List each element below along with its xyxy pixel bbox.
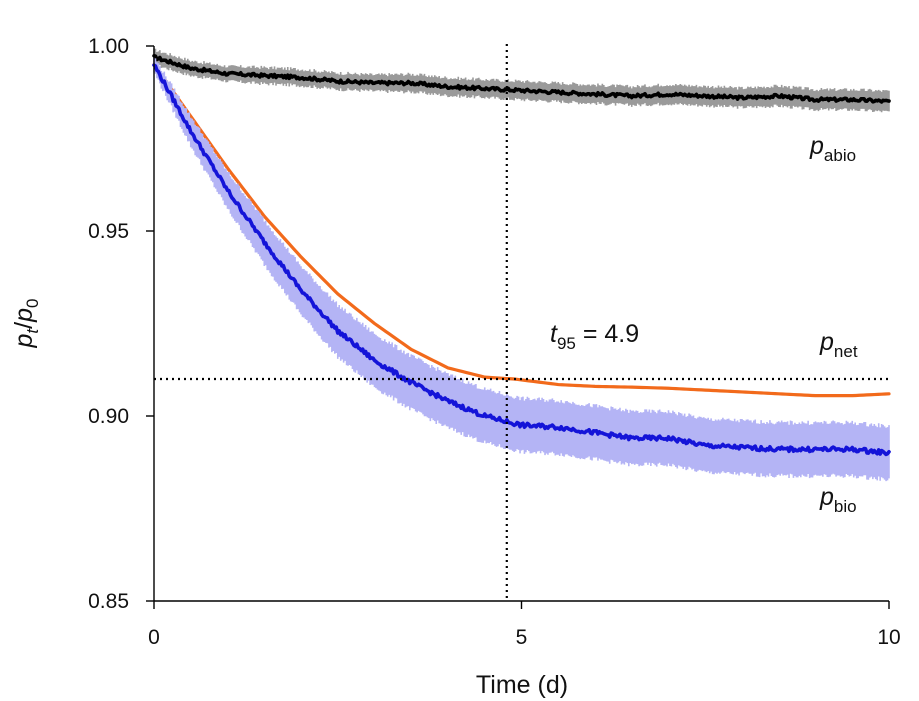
y-tick-label: 1.00	[88, 35, 129, 58]
y-axis-label-sub: t	[23, 328, 42, 334]
y-axis-label-base: p	[10, 333, 38, 348]
p-net-label: pnet	[819, 328, 858, 361]
p-bio-base: p	[819, 483, 834, 511]
p-net-sub: net	[834, 342, 858, 361]
y-tick-label: 0.95	[88, 220, 129, 243]
axes: 0 5 10 0.85 0.90 0.95 1.00	[88, 35, 901, 649]
x-tick-label: 10	[877, 626, 900, 649]
p-abio-sub: abio	[824, 146, 856, 165]
error-bars	[153, 57, 890, 482]
x-tick-label: 0	[148, 626, 160, 649]
p-net-base: p	[819, 328, 834, 356]
series-p-abio-error-band	[153, 48, 890, 113]
y-axis-label-sub2: 0	[23, 299, 42, 308]
series-line-p-bio	[152, 63, 891, 457]
p-bio-label: pbio	[819, 483, 857, 516]
series-p-abio	[152, 48, 891, 113]
x-axis-label: Time (d)	[476, 671, 568, 699]
t95-annotation: t95 = 4.9	[550, 320, 639, 353]
t95-sub: 95	[557, 334, 576, 353]
y-axis-label-base2: p	[10, 308, 38, 323]
p-bio-sub: bio	[834, 497, 857, 516]
series-p-bio-error-band	[153, 57, 890, 482]
p-abio-base: p	[809, 132, 824, 160]
p-abio-label: pabio	[809, 132, 856, 165]
t95-value: = 4.9	[576, 320, 639, 348]
y-tick-label: 0.85	[88, 590, 129, 613]
series-p-bio	[152, 57, 891, 482]
error-bars	[153, 48, 890, 113]
x-tick-label: 5	[516, 626, 528, 649]
y-tick-label: 0.90	[88, 405, 129, 428]
t95-base: t	[550, 320, 558, 348]
series-line-p-abio	[152, 54, 891, 104]
y-axis-label-slash: /	[10, 322, 38, 329]
series-layer	[152, 48, 891, 482]
y-axis-label: pt/p0	[10, 299, 42, 349]
reference-lines	[154, 44, 889, 601]
